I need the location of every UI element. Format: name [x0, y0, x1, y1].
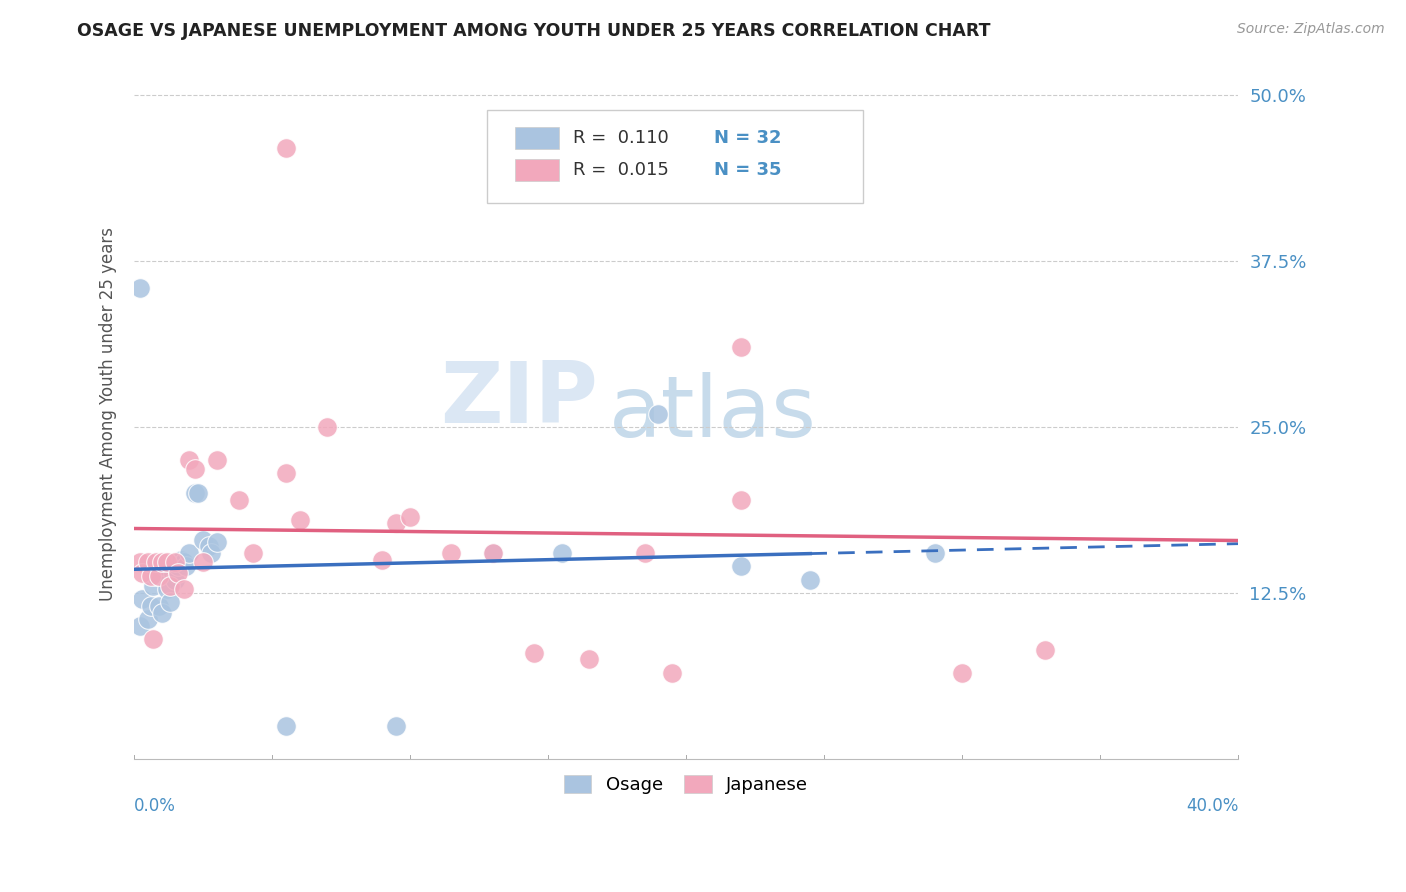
- Text: N = 35: N = 35: [714, 161, 782, 179]
- Text: 40.0%: 40.0%: [1185, 797, 1239, 814]
- Point: [647, 407, 669, 421]
- Point: [142, 579, 165, 593]
- Point: [136, 612, 159, 626]
- Point: [148, 599, 170, 614]
- Point: [578, 652, 600, 666]
- Point: [159, 579, 181, 593]
- Point: [371, 552, 394, 566]
- Point: [316, 420, 339, 434]
- Point: [145, 555, 167, 569]
- Point: [167, 566, 190, 580]
- Point: [159, 595, 181, 609]
- Text: R =  0.110: R = 0.110: [574, 128, 669, 146]
- Text: Source: ZipAtlas.com: Source: ZipAtlas.com: [1237, 22, 1385, 37]
- Point: [170, 552, 193, 566]
- Point: [184, 462, 207, 476]
- Point: [150, 555, 173, 569]
- Point: [634, 546, 657, 560]
- Point: [167, 559, 190, 574]
- Point: [153, 559, 176, 574]
- Point: [799, 573, 821, 587]
- Point: [205, 453, 228, 467]
- Point: [288, 513, 311, 527]
- Point: [950, 665, 973, 680]
- Point: [924, 546, 946, 560]
- Point: [156, 555, 179, 569]
- Point: [145, 568, 167, 582]
- Point: [482, 546, 505, 560]
- Point: [128, 280, 150, 294]
- Point: [1033, 643, 1056, 657]
- Point: [274, 718, 297, 732]
- Point: [186, 486, 208, 500]
- Point: [385, 516, 408, 530]
- Text: R =  0.015: R = 0.015: [574, 161, 669, 179]
- Point: [150, 606, 173, 620]
- Point: [730, 559, 752, 574]
- Point: [197, 540, 219, 554]
- Point: [274, 467, 297, 481]
- Point: [551, 546, 574, 560]
- Legend: Osage, Japanese: Osage, Japanese: [557, 768, 815, 802]
- Point: [128, 555, 150, 569]
- Point: [730, 340, 752, 354]
- FancyBboxPatch shape: [515, 159, 560, 181]
- Text: ZIP: ZIP: [440, 359, 598, 442]
- Point: [675, 168, 697, 182]
- Point: [184, 486, 207, 500]
- FancyBboxPatch shape: [488, 110, 863, 203]
- Point: [191, 555, 214, 569]
- Point: [128, 619, 150, 633]
- Point: [200, 546, 222, 560]
- Point: [440, 546, 463, 560]
- Point: [205, 535, 228, 549]
- Point: [191, 533, 214, 547]
- Point: [131, 592, 153, 607]
- Point: [179, 453, 201, 467]
- Point: [228, 492, 250, 507]
- Text: N = 32: N = 32: [714, 128, 782, 146]
- Point: [242, 546, 264, 560]
- Point: [523, 646, 546, 660]
- FancyBboxPatch shape: [515, 127, 560, 149]
- Point: [730, 492, 752, 507]
- Point: [274, 141, 297, 155]
- Y-axis label: Unemployment Among Youth under 25 years: Unemployment Among Youth under 25 years: [100, 227, 117, 600]
- Point: [385, 718, 408, 732]
- Text: OSAGE VS JAPANESE UNEMPLOYMENT AMONG YOUTH UNDER 25 YEARS CORRELATION CHART: OSAGE VS JAPANESE UNEMPLOYMENT AMONG YOU…: [77, 22, 991, 40]
- Point: [661, 665, 683, 680]
- Point: [176, 559, 198, 574]
- Point: [399, 510, 422, 524]
- Point: [482, 546, 505, 560]
- Point: [173, 555, 195, 569]
- Point: [173, 582, 195, 596]
- Point: [165, 573, 187, 587]
- Point: [179, 546, 201, 560]
- Text: 0.0%: 0.0%: [134, 797, 176, 814]
- Point: [142, 632, 165, 647]
- Point: [148, 568, 170, 582]
- Point: [136, 555, 159, 569]
- Point: [156, 582, 179, 596]
- Text: atlas: atlas: [609, 372, 817, 455]
- Point: [139, 599, 162, 614]
- Point: [131, 566, 153, 580]
- Point: [139, 568, 162, 582]
- Point: [165, 555, 187, 569]
- Point: [162, 566, 184, 580]
